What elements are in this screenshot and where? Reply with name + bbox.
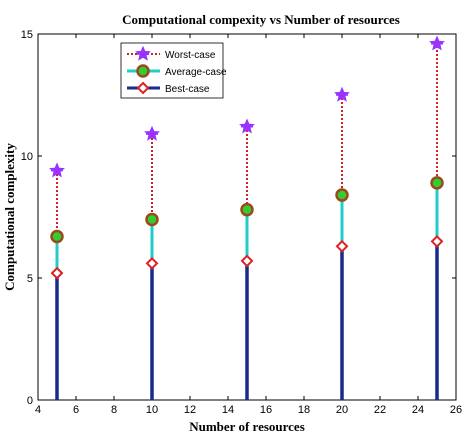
marker-average-case xyxy=(145,212,159,227)
legend-label: Best-case xyxy=(165,84,210,95)
x-tick-label: 14 xyxy=(222,404,234,416)
x-tick-label: 22 xyxy=(374,404,386,416)
x-tick-label: 4 xyxy=(35,404,41,416)
marker-best-case xyxy=(145,256,159,270)
x-tick-label: 12 xyxy=(184,404,196,416)
marker-best-case xyxy=(240,254,254,268)
legend-marker xyxy=(136,81,150,95)
legend-marker xyxy=(136,64,150,78)
x-tick-label: 16 xyxy=(260,404,272,416)
legend-label: Average-case xyxy=(165,67,227,78)
chart-title: Computational compexity vs Number of res… xyxy=(122,12,400,27)
marker-best-case xyxy=(50,266,64,280)
x-tick-label: 8 xyxy=(111,404,117,416)
x-tick-label: 24 xyxy=(412,404,424,416)
x-tick-label: 18 xyxy=(298,404,310,416)
x-tick-label: 10 xyxy=(146,404,158,416)
x-tick-label: 20 xyxy=(336,404,348,416)
marker-average-case xyxy=(50,229,64,244)
y-axis-label: Computational complexity xyxy=(2,143,17,291)
x-tick-label: 6 xyxy=(73,404,79,416)
x-tick-label: 26 xyxy=(450,404,462,416)
y-tick-label: 15 xyxy=(21,29,33,41)
y-tick-label: 5 xyxy=(27,273,33,285)
legend: Worst-case Average-case Best-case xyxy=(120,42,227,99)
marker-average-case xyxy=(240,202,254,217)
marker-average-case xyxy=(430,176,444,190)
marker-best-case xyxy=(335,239,349,253)
legend-label: Worst-case xyxy=(165,50,216,61)
x-axis-label: Number of resources xyxy=(189,419,305,434)
y-tick-label: 0 xyxy=(27,395,33,407)
markers xyxy=(49,35,445,280)
axis-ticks: 4 6 8 10 12 14 16 18 20 22 24 26 0 5 10 15 xyxy=(21,29,462,416)
y-tick-label: 10 xyxy=(21,151,33,163)
marker-best-case xyxy=(430,234,444,248)
marker-average-case xyxy=(335,188,349,202)
